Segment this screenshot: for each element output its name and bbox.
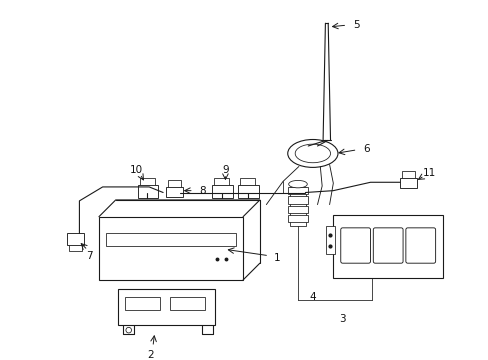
- Bar: [138, 185, 158, 198]
- Bar: [287, 206, 307, 213]
- Text: 6: 6: [362, 144, 369, 154]
- Bar: [400, 177, 416, 188]
- Text: 7: 7: [86, 251, 93, 261]
- FancyBboxPatch shape: [405, 228, 435, 263]
- Bar: [125, 297, 160, 310]
- Bar: [117, 289, 215, 325]
- Bar: [214, 177, 229, 185]
- Text: 8: 8: [199, 186, 205, 195]
- Text: 5: 5: [352, 20, 359, 30]
- Bar: [165, 187, 183, 197]
- Ellipse shape: [287, 139, 337, 167]
- Bar: [140, 177, 154, 185]
- Bar: [167, 180, 181, 187]
- Bar: [401, 171, 414, 177]
- Ellipse shape: [288, 180, 306, 188]
- Text: 3: 3: [339, 314, 345, 324]
- Text: 4: 4: [308, 292, 315, 302]
- Bar: [287, 196, 307, 204]
- FancyBboxPatch shape: [372, 228, 402, 263]
- Text: 10: 10: [129, 165, 142, 175]
- Text: 9: 9: [222, 165, 228, 175]
- Text: 11: 11: [422, 168, 435, 178]
- Bar: [99, 217, 243, 280]
- FancyBboxPatch shape: [340, 228, 370, 263]
- Bar: [212, 185, 232, 198]
- Bar: [287, 187, 307, 194]
- Bar: [169, 297, 204, 310]
- Text: 2: 2: [147, 350, 154, 360]
- Bar: [325, 226, 334, 254]
- Bar: [240, 177, 255, 185]
- Bar: [333, 215, 442, 278]
- Text: 1: 1: [273, 253, 280, 262]
- Bar: [69, 244, 82, 251]
- Bar: [289, 187, 305, 226]
- Bar: [238, 185, 258, 198]
- Bar: [287, 215, 307, 222]
- Ellipse shape: [295, 144, 330, 163]
- Bar: [67, 233, 84, 244]
- Circle shape: [126, 327, 131, 333]
- Bar: [106, 233, 235, 247]
